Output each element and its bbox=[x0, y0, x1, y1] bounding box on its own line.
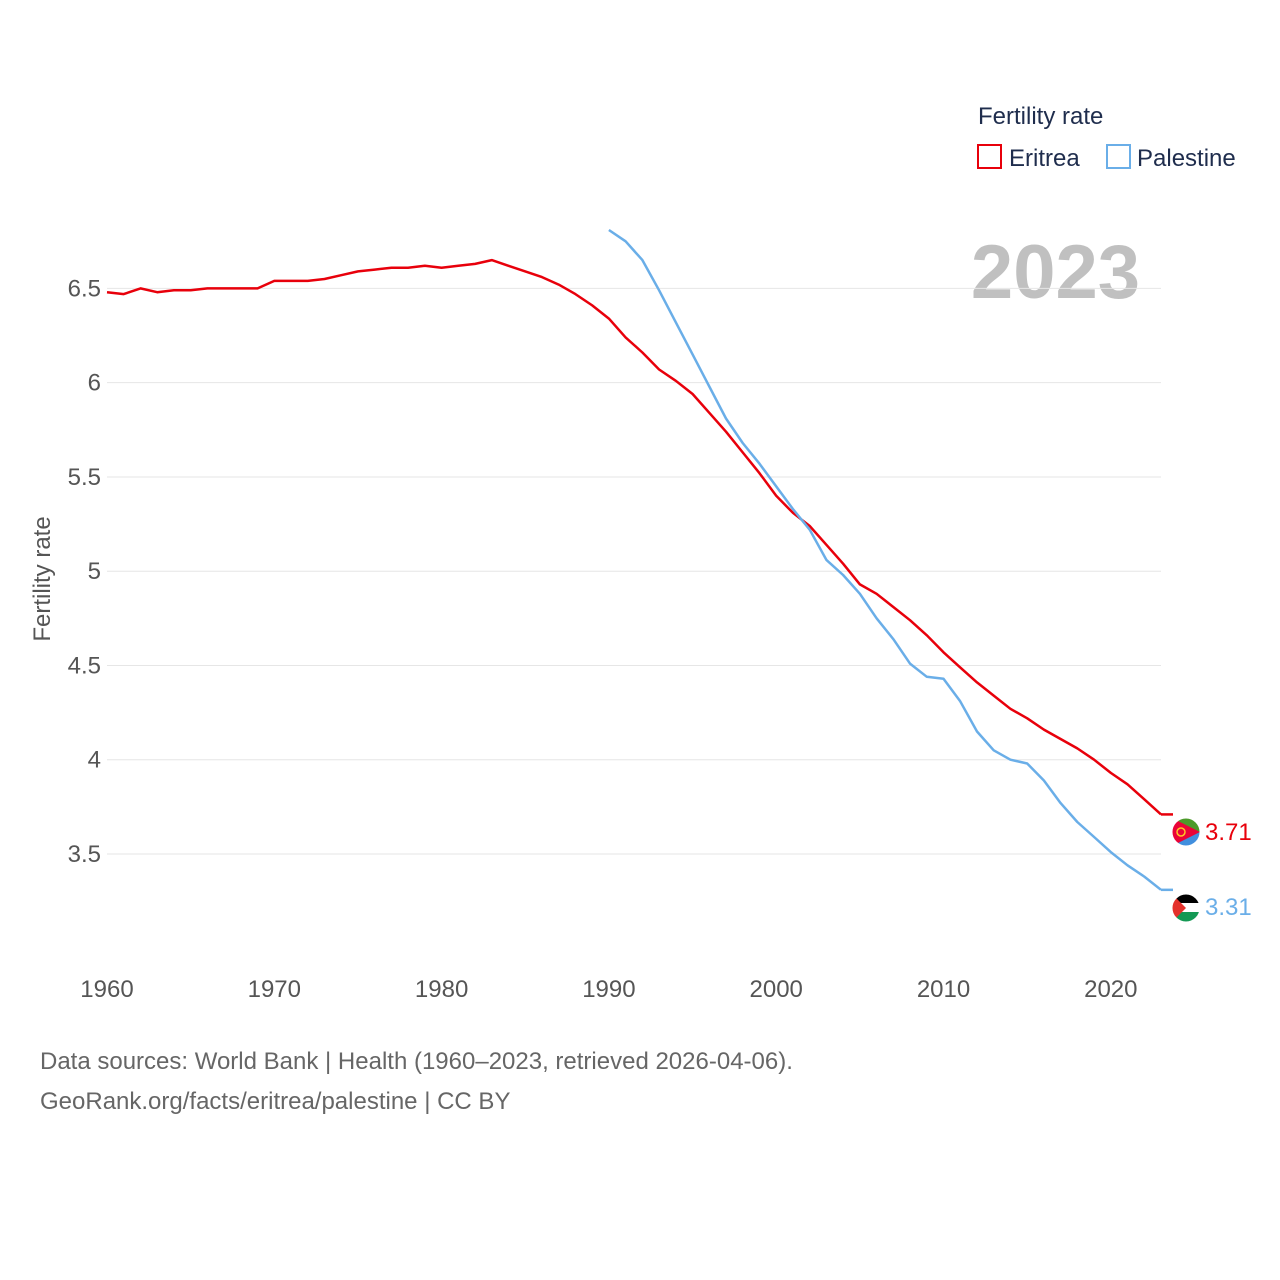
year-watermark: 2023 bbox=[971, 230, 1140, 315]
y-tick-label: 4 bbox=[88, 747, 101, 774]
x-tick-label: 2010 bbox=[917, 976, 970, 1003]
x-axis-ticks: 1960 1970 1980 1990 2000 2010 2020 bbox=[80, 976, 1137, 1003]
x-tick-label: 1980 bbox=[415, 976, 468, 1003]
y-tick-label: 3.5 bbox=[68, 841, 101, 868]
x-tick-label: 1960 bbox=[80, 976, 133, 1003]
legend-item-palestine[interactable]: Palestine bbox=[1106, 144, 1236, 172]
x-tick-label: 2000 bbox=[750, 976, 803, 1003]
legend-label-palestine: Palestine bbox=[1137, 145, 1236, 172]
eritrea-end-value: 3.71 bbox=[1205, 819, 1252, 846]
attribution-line[interactable]: GeoRank.org/facts/eritrea/palestine | CC… bbox=[40, 1088, 511, 1115]
x-tick-label: 2020 bbox=[1084, 976, 1137, 1003]
legend-label-eritrea: Eritrea bbox=[1009, 145, 1080, 172]
data-source-footer: Data sources: World Bank | Health (1960–… bbox=[40, 1042, 793, 1122]
y-tick-label: 5 bbox=[88, 558, 101, 585]
palestine-flag-icon bbox=[1172, 894, 1200, 922]
gridlines bbox=[107, 287, 1161, 855]
y-tick-label: 6.5 bbox=[68, 275, 101, 302]
x-tick-label: 1970 bbox=[248, 976, 301, 1003]
series-line-palestine[interactable] bbox=[608, 228, 1162, 891]
palestine-end-marker bbox=[1171, 893, 1201, 923]
source-line: Data sources: World Bank | Health (1960–… bbox=[40, 1048, 793, 1075]
legend-swatch-eritrea bbox=[977, 144, 1002, 169]
eritrea-flag-icon bbox=[1172, 818, 1200, 846]
legend-title: Fertility rate bbox=[978, 103, 1103, 130]
x-tick-label: 1990 bbox=[582, 976, 635, 1003]
y-axis-ticks: 3.5 4 4.5 5 5.5 6 6.5 bbox=[68, 275, 101, 868]
legend-item-eritrea[interactable]: Eritrea bbox=[977, 144, 1080, 172]
series-lines bbox=[106, 228, 1173, 892]
y-tick-label: 6 bbox=[88, 370, 101, 397]
y-tick-label: 4.5 bbox=[68, 652, 101, 679]
eritrea-end-marker bbox=[1171, 817, 1201, 847]
palestine-end-value: 3.31 bbox=[1205, 894, 1252, 921]
series-line-eritrea[interactable] bbox=[106, 258, 1162, 816]
legend-swatch-palestine bbox=[1106, 144, 1131, 169]
y-axis-label: Fertility rate bbox=[29, 516, 56, 641]
y-tick-label: 5.5 bbox=[68, 464, 101, 491]
fertility-rate-chart: Fertility rate Eritrea Palestine 2023 Fe… bbox=[29, 103, 1252, 1003]
